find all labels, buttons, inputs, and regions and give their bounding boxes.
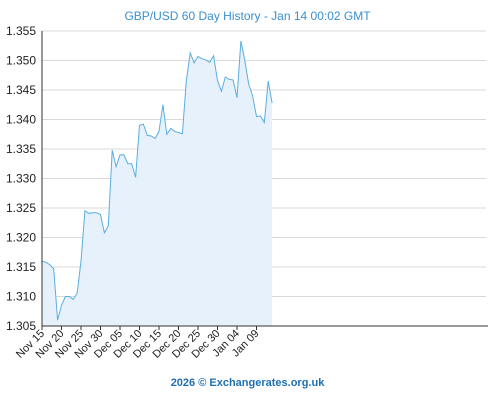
footer-credit: 2026 © Exchangerates.org.uk: [170, 377, 325, 389]
y-tick-label: 1.340: [6, 113, 36, 127]
y-tick-label: 1.335: [6, 142, 36, 156]
y-tick-label: 1.330: [6, 172, 36, 186]
price-area-fill: [42, 41, 273, 326]
chart-title: GBP/USD 60 Day History - Jan 14 00:02 GM…: [124, 9, 371, 23]
y-axis-labels: 1.305 1.310 1.315 1.320 1.325 1.330 1.335 1.340…: [6, 24, 36, 333]
y-tick-label: 1.325: [6, 201, 36, 215]
y-tick-label: 1.320: [6, 231, 36, 245]
y-tick-label: 1.310: [6, 290, 36, 304]
y-tick-label: 1.355: [6, 24, 36, 38]
y-tick-label: 1.315: [6, 260, 36, 274]
y-tick-label: 1.350: [6, 54, 36, 68]
y-tick-label: 1.305: [6, 319, 36, 333]
axes: [41, 31, 488, 330]
price-line: [41, 40, 273, 321]
y-tick-label: 1.345: [6, 83, 36, 97]
